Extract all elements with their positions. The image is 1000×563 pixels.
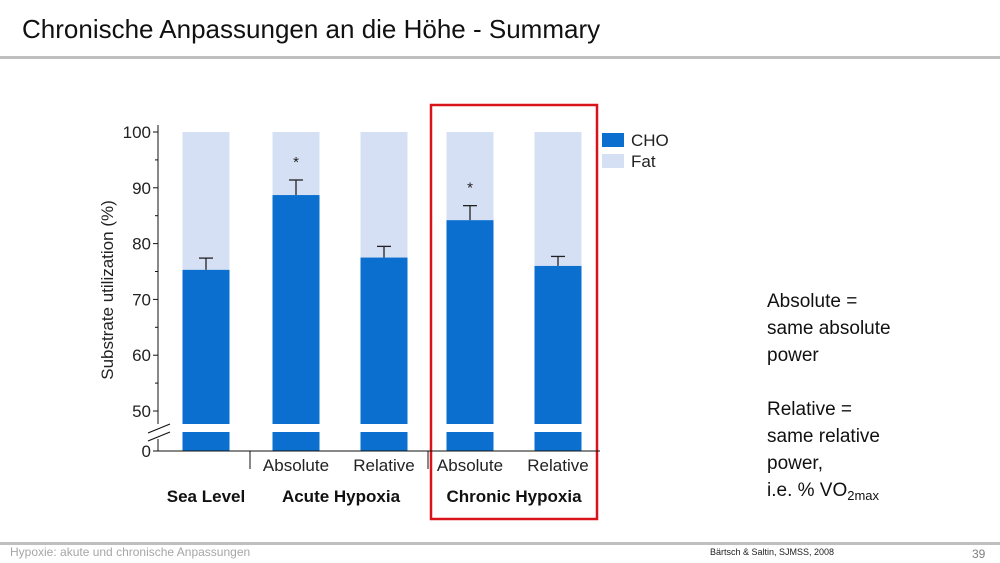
bar-cho-base-0 — [182, 432, 230, 451]
y-tick-label-90: 90 — [132, 179, 151, 198]
x-category-label-3: Absolute — [437, 456, 503, 475]
y-tick-label-50: 50 — [132, 402, 151, 421]
significance-marker-1: * — [293, 154, 299, 171]
axis-break-mark-1 — [147, 423, 171, 434]
x-group-label-2: Chronic Hypoxia — [446, 487, 582, 506]
note-relative-line-1: Relative = — [767, 399, 853, 420]
bar-fat-0 — [182, 132, 230, 270]
x-category-label-2: Relative — [353, 456, 414, 475]
legend-swatch-cho — [602, 133, 624, 147]
x-group-label-1: Acute Hypoxia — [282, 487, 401, 506]
x-category-label-4: Relative — [527, 456, 588, 475]
axis-break-mark-2 — [147, 431, 171, 442]
notes-panel: Absolute = same absolute power Relative … — [767, 288, 891, 509]
bar-cho-2 — [360, 257, 408, 424]
legend-label-cho: CHO — [631, 131, 669, 150]
title-underline — [0, 56, 1000, 59]
note-relative-line-2: same relative — [767, 426, 880, 447]
bar-cho-base-2 — [360, 432, 408, 451]
bar-cho-3 — [446, 220, 494, 424]
footer-rule — [0, 542, 1000, 545]
y-tick-label-70: 70 — [132, 290, 151, 309]
bar-cho-0 — [182, 269, 230, 424]
bar-cho-base-1 — [272, 432, 320, 451]
bar-cho-base-3 — [446, 432, 494, 451]
legend-swatch-fat — [602, 154, 624, 168]
note-absolute-line-1: Absolute = — [767, 291, 858, 312]
significance-marker-3: * — [467, 180, 473, 197]
y-tick-label-80: 80 — [132, 235, 151, 254]
y-axis-label: Substrate utilization (%) — [98, 200, 117, 380]
bar-cho-base-4 — [534, 432, 582, 451]
footer-citation: Bärtsch & Saltin, SJMSS, 2008 — [710, 547, 835, 557]
note-relative-line-4: i.e. % VO2max — [767, 477, 891, 509]
bar-cho-1 — [272, 195, 320, 424]
bar-fat-4 — [534, 132, 582, 266]
x-category-label-1: Absolute — [263, 456, 329, 475]
slide-title: Chronische Anpassungen an die Höhe - Sum… — [22, 14, 601, 44]
note-absolute-line-2: same absolute — [767, 318, 891, 339]
note-vo2-subscript: 2max — [847, 488, 880, 503]
page-number: 39 — [972, 547, 986, 561]
footer-topic: Hypoxie: akute und chronische Anpassunge… — [10, 545, 251, 559]
y-tick-label-60: 60 — [132, 346, 151, 365]
note-absolute-line-3: power — [767, 345, 819, 366]
note-vo2-prefix: i.e. % VO — [767, 480, 848, 501]
y-tick-label-100: 100 — [123, 123, 151, 142]
highlight-box-chronic-hypoxia — [429, 103, 599, 521]
note-relative-line-3: power, — [767, 453, 823, 474]
y-tick-label-0: 0 — [142, 442, 151, 461]
x-group-label-0: Sea Level — [167, 487, 245, 506]
bar-fat-2 — [360, 132, 408, 258]
legend-label-fat: Fat — [631, 152, 656, 171]
bar-cho-4 — [534, 265, 582, 424]
